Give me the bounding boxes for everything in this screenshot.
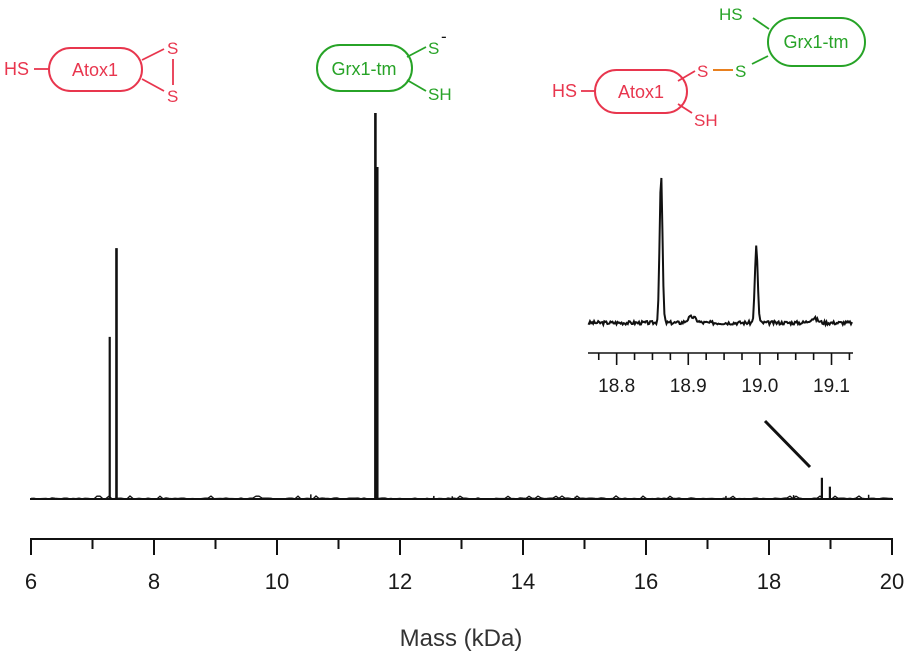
inset-x-axis-ticks: 18.8 18.9 19.0 19.1: [597, 353, 851, 397]
complex-grx-s-bond: [751, 55, 769, 65]
grx1-charge-label: -: [441, 27, 447, 46]
inset-tick-label: 18.8: [598, 376, 635, 397]
grx1-bond-lower: [406, 79, 427, 92]
x-tick-label: 14: [511, 569, 535, 594]
complex-atox-label: Atox1: [618, 82, 664, 102]
grx1-sh-label: SH: [428, 85, 452, 104]
atox1-bond-upper: [141, 48, 165, 61]
x-tick-label: 6: [25, 569, 37, 594]
grx1-label: Grx1-tm: [332, 59, 397, 79]
grx1-s-label: S: [428, 39, 439, 58]
inset-tick-label: 19.1: [813, 376, 850, 397]
grx1-bond-upper: [406, 46, 427, 58]
complex-atox-sh-label: SH: [694, 111, 718, 130]
complex-atox-oval: [594, 69, 688, 114]
complex-grx-oval: [767, 17, 866, 67]
complex-atox-hs-label: HS: [552, 81, 577, 101]
atox1-label: Atox1: [72, 60, 118, 80]
complex-grx-hs-label: HS: [719, 5, 743, 24]
atox1-hs-label: HS: [4, 59, 29, 79]
x-tick-label: 10: [265, 569, 289, 594]
atox1-oval: [48, 47, 143, 92]
x-tick-label: 18: [757, 569, 781, 594]
inset-plot: 18.8 18.9 19.0 19.1: [587, 177, 853, 469]
spectrum-peaks: [108, 113, 870, 499]
x-tick-label: 20: [880, 569, 904, 594]
inset-trace: [587, 177, 853, 328]
x-axis-title: Mass (kDa): [400, 625, 523, 652]
atox1-s-upper: S: [167, 39, 178, 58]
x-tick-label: 12: [388, 569, 412, 594]
x-axis: 6 8 10 12 14 16 18 20 Mass (kDa): [25, 538, 904, 652]
x-tick-label: 16: [634, 569, 658, 594]
inset-pointer-line: [763, 419, 812, 469]
inset-tick-label: 19.0: [741, 376, 778, 397]
complex-grx-label: Grx1-tm: [784, 32, 849, 52]
main-plot: [30, 113, 893, 500]
complex-atox-s-label: S: [697, 62, 708, 81]
complex-atox-sh-bond: [677, 103, 693, 114]
complex-atox-s-bond: [677, 70, 696, 82]
spectrum-noise: [30, 495, 892, 500]
atox1-bond-lower: [141, 78, 165, 92]
complex-grx-hs-bond: [752, 17, 770, 30]
annotation-grx1-thiolate: Grx1-tm S - SH: [316, 27, 452, 104]
grx1-oval: [316, 44, 413, 92]
atox1-s-lower: S: [167, 87, 178, 106]
inset-tick-label: 18.9: [670, 376, 707, 397]
annotation-complex: HS Grx1-tm S S HS Atox1 SH: [552, 5, 866, 130]
x-axis-ticks: 6 8 10 12 14 16 18 20: [25, 539, 904, 594]
x-tick-label: 8: [148, 569, 160, 594]
complex-grx-s-label: S: [735, 62, 746, 81]
annotation-atox1-disulfide: HS Atox1 S S: [4, 39, 178, 106]
